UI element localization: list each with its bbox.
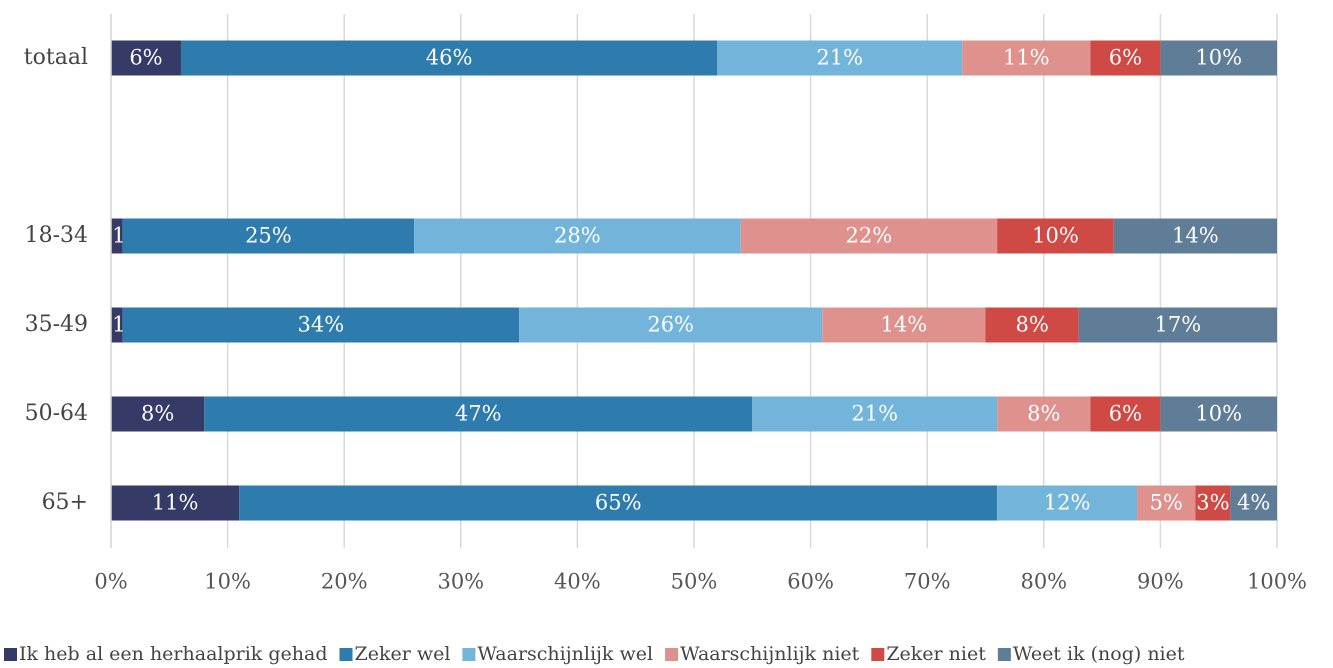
bar-segment [1160,396,1277,432]
data-label: 4% [1237,491,1270,515]
x-tick-label: 0% [94,570,127,594]
x-tick-label: 100% [1247,570,1307,594]
bar-segment [414,218,741,254]
data-label: 10% [1195,46,1242,70]
data-label: 21% [816,46,863,70]
legend-label: Weet ik (nog) niet [1013,643,1185,665]
legend-swatch [4,648,17,661]
category-label: totaal [24,45,88,70]
category-label: 18-34 [25,223,88,248]
bar-segment [962,40,1091,76]
x-tick-label: 80% [1020,570,1067,594]
legend-label: Zeker niet [886,643,986,665]
data-label: 10% [1195,402,1242,426]
bar-segment [1090,40,1161,76]
bar-segment [752,396,998,432]
data-label: 21% [851,402,898,426]
bar-segment [1160,40,1277,76]
bar-segment [122,307,520,343]
data-label: 10% [1032,224,1079,248]
bar-segment [717,40,963,76]
legend-label: Zeker wel [355,643,451,665]
bar-segment [180,40,718,76]
category-label: 65+ [42,490,88,515]
bar-segment [740,218,998,254]
x-tick-label: 70% [904,570,951,594]
data-label: 14% [1172,224,1219,248]
data-label: 28% [554,224,601,248]
data-label: 8% [1027,402,1060,426]
bar-segment [111,40,181,76]
data-label: 6% [1109,46,1142,70]
x-tick-label: 50% [671,570,718,594]
bar-segment [111,218,123,254]
data-label: 8% [141,402,174,426]
data-label: 14% [881,313,928,337]
data-label: 11% [152,491,199,515]
bar-segment [1137,485,1196,521]
data-label: 17% [1155,313,1202,337]
bar-segment [111,307,123,343]
legend-label: Waarschijnlijk niet [680,643,860,665]
bar-segment [239,485,998,521]
data-label: 12% [1044,491,1091,515]
bar-segment [519,307,823,343]
legend-swatch [997,648,1011,661]
x-tick-label: 40% [554,570,601,594]
legend-swatch [665,648,679,661]
bar-segment [204,396,753,432]
data-label: 5% [1150,491,1183,515]
legend-swatch [462,648,476,661]
bar-segment [997,218,1114,254]
legend-label: Waarschijnlijk wel [477,643,653,665]
data-label: 6% [129,46,162,70]
bar-segment [1090,396,1161,432]
data-label: 3% [1196,491,1229,515]
bar-segment [1230,485,1277,521]
category-label: 35-49 [25,312,88,337]
x-tick-label: 30% [437,570,484,594]
data-label: 25% [245,224,292,248]
legend-swatch [339,648,353,661]
bar-segment [997,485,1138,521]
x-tick-label: 60% [787,570,834,594]
legend-swatch [871,648,885,661]
data-label: 26% [647,313,694,337]
bar-segment [997,396,1091,432]
data-label: 11% [1003,46,1050,70]
bar-segment [1195,485,1231,521]
category-label: 50-64 [25,401,88,426]
bar-segment [122,218,415,254]
bar-segment [985,307,1079,343]
data-label: 65% [595,491,642,515]
x-tick-label: 10% [204,570,251,594]
bar-segment [111,396,205,432]
bar-segment [1078,307,1277,343]
legend-label: Ik heb al een herhaalprik gehad [19,643,328,665]
data-label: 22% [846,224,893,248]
x-tick-label: 20% [321,570,368,594]
data-label: 8% [1015,313,1048,337]
data-label: 46% [426,46,473,70]
data-label: 6% [1109,402,1142,426]
data-label: 34% [298,313,345,337]
data-label: 47% [455,402,502,426]
x-tick-label: 90% [1137,570,1184,594]
bar-segment [111,485,240,521]
bar-segment [822,307,986,343]
bar-segment [1113,218,1277,254]
